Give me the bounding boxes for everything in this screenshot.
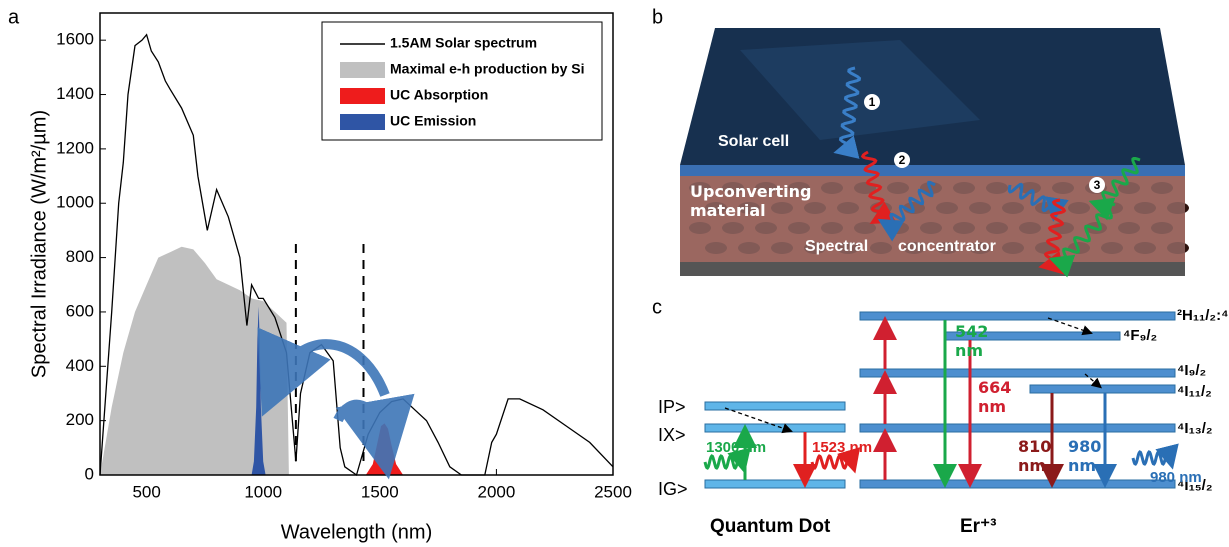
wavelength-label: 1523 nm [812, 439, 872, 456]
label: concentrator [898, 238, 996, 255]
wavelength-label: 1300 nm [706, 439, 766, 456]
level-label: IP> [658, 397, 686, 417]
level-label: ⁴I₁₃/₂ [1177, 420, 1213, 437]
chart: 0 200 400 600 800 1000 1200 1400 1600 500 1000 1500… [28, 13, 632, 543]
level [860, 312, 1175, 320]
title: Quantum Dot [710, 516, 831, 537]
x-tick-label: 2000 [477, 482, 515, 501]
y-tick-label: 800 [66, 247, 94, 266]
level-label: IX> [658, 425, 686, 445]
label: Solar cell [718, 133, 789, 150]
level [705, 480, 845, 488]
wavelength-label: 810 nm [1018, 437, 1048, 475]
x-tick-label: 1000 [244, 482, 282, 501]
marker-label: 1 [869, 95, 876, 109]
figure: a b c 0200400600800100012001400160050010… [0, 0, 1229, 547]
x-tick-label: 500 [132, 482, 160, 501]
wave-arrow [1133, 452, 1170, 464]
cell-edge [680, 165, 1185, 176]
wavelength-label: 542 nm [955, 322, 985, 360]
panel-label: a [8, 6, 20, 28]
panel-label: c [652, 296, 662, 318]
level [860, 480, 1175, 488]
label: Spectral [805, 238, 868, 255]
wavelength-label: 980 nm [1150, 469, 1202, 486]
y-tick-label: 1200 [56, 138, 94, 157]
base [680, 262, 1185, 276]
level-label: ²H₁₁/₂:⁴S₃/₂ [1177, 307, 1229, 324]
legend-label: Maximal e-h production by Si [390, 61, 584, 77]
curved-arrow [338, 405, 382, 440]
level-label: IG> [658, 479, 688, 499]
level [860, 424, 1175, 432]
wave-arrow [812, 456, 852, 468]
legend-label: UC Emission [390, 113, 476, 129]
level-label: ⁴F₉/₂ [1123, 327, 1157, 344]
legend-swatch [340, 114, 385, 130]
wavelength-label: 664 nm [978, 378, 1008, 416]
level-label: ⁴I₁₁/₂ [1177, 383, 1212, 400]
wavelength-label: 980 nm [1068, 437, 1098, 475]
y-tick-label: 0 [85, 464, 94, 483]
level [860, 369, 1175, 377]
legend-swatch [340, 88, 385, 104]
marker-label: 2 [899, 153, 906, 167]
curved-arrow [278, 344, 385, 395]
y-tick-label: 1600 [56, 30, 94, 49]
level-label: ⁴I₉/₂ [1177, 362, 1206, 379]
title: Er⁺³ [960, 516, 996, 537]
marker-label: 3 [1094, 178, 1101, 192]
y-tick-label: 1400 [56, 84, 94, 103]
x-tick-label: 2500 [594, 482, 632, 501]
x-tick-label: 1500 [361, 482, 399, 501]
legend-swatch [340, 62, 385, 78]
y-axis-title: Spectral Irradiance (W/m²/µm) [28, 110, 50, 378]
y-tick-label: 400 [66, 356, 94, 375]
wave-arrow [705, 456, 742, 468]
y-tick-label: 600 [66, 301, 94, 320]
y-tick-label: 200 [66, 410, 94, 429]
panel-label: b [652, 6, 663, 28]
label: Upconverting material [690, 182, 810, 220]
legend-label: UC Absorption [390, 87, 488, 103]
legend-label: 1.5AM Solar spectrum [390, 35, 537, 51]
level [1030, 385, 1175, 393]
x-axis-title: Wavelength (nm) [281, 521, 433, 543]
y-tick-label: 1000 [56, 193, 94, 212]
